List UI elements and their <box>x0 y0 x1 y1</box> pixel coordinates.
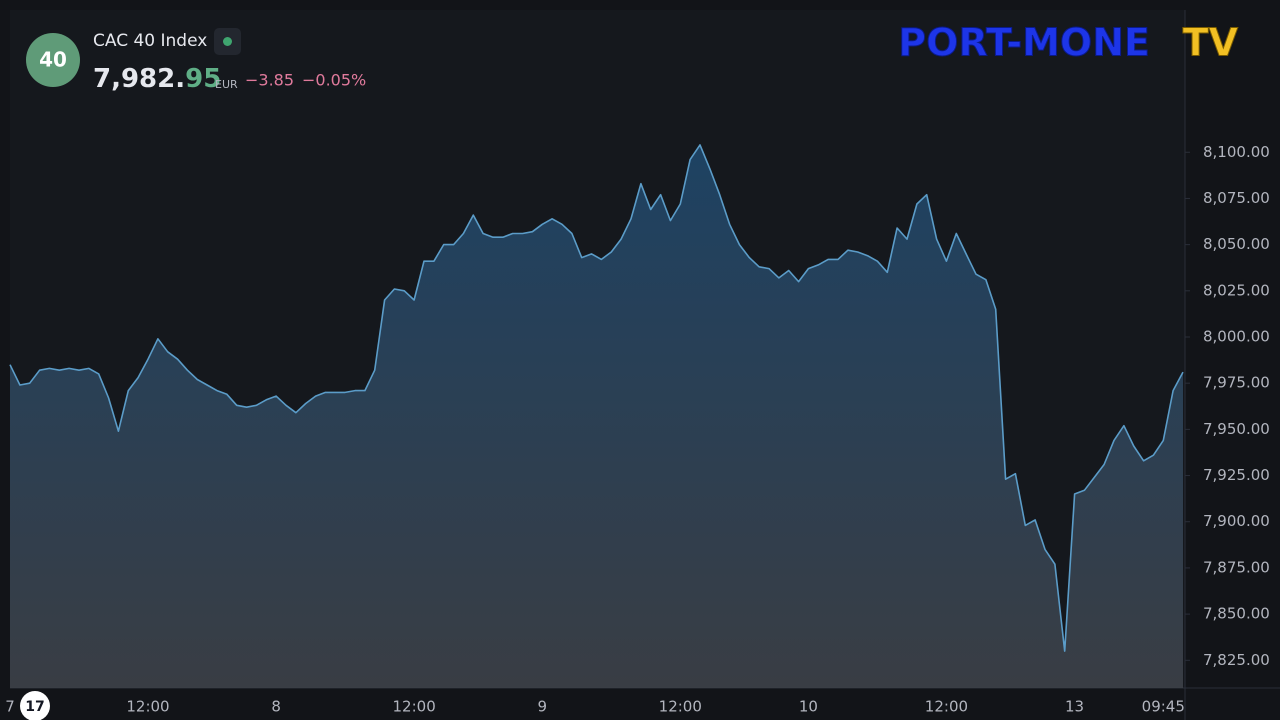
x-tick-label: 9 <box>538 698 548 716</box>
x-tick-label: 12:00 <box>393 698 436 716</box>
y-tick-label: 7,975.00 <box>1203 374 1270 392</box>
change-percent: −0.05% <box>302 71 366 90</box>
logo-left: PORT-MONE <box>898 21 1150 65</box>
y-tick-label: 7,850.00 <box>1203 605 1270 623</box>
x-tick-label: 12:00 <box>659 698 702 716</box>
y-tick-label: 7,900.00 <box>1203 512 1270 530</box>
change: −3.85 <box>245 71 294 90</box>
status-dot <box>223 37 232 46</box>
y-tick-label: 8,075.00 <box>1203 189 1270 207</box>
price-int: 7,982. <box>93 64 185 94</box>
price-line <box>9 144 1184 652</box>
y-tick-label: 8,100.00 <box>1203 143 1270 161</box>
logo-right: TV <box>1183 21 1239 65</box>
x-tick-label: 8 <box>271 698 281 716</box>
instrument-name: CAC 40 Index <box>93 31 207 51</box>
plot-group <box>9 144 1184 688</box>
y-tick-label: 7,825.00 <box>1203 651 1270 669</box>
y-tick-label: 8,050.00 <box>1203 235 1270 253</box>
price-dec: 95 <box>185 64 221 94</box>
x-tick-label: 10 <box>799 698 818 716</box>
x-tick-label: 09:45 <box>1142 698 1185 716</box>
x-tick-label: 12:00 <box>925 698 968 716</box>
y-tick-label: 7,875.00 <box>1203 558 1270 576</box>
x-tick-label: 13 <box>1065 698 1084 716</box>
x-tick-label: 7 <box>5 698 15 716</box>
x-tick-label: 12:00 <box>126 698 169 716</box>
tv-logo <box>20 691 50 720</box>
badge <box>26 33 80 87</box>
y-tick-label: 7,925.00 <box>1203 466 1270 484</box>
y-tick-label: 8,000.00 <box>1203 327 1270 345</box>
tv-logo-mark: 17 <box>25 699 44 715</box>
price: 7,982.95 <box>93 64 221 94</box>
area-fill <box>10 144 1183 688</box>
y-tick-label: 7,950.00 <box>1203 420 1270 438</box>
y-tick-label: 8,025.00 <box>1203 281 1270 299</box>
currency: EUR <box>215 78 238 91</box>
badge-text: 40 <box>39 48 67 72</box>
